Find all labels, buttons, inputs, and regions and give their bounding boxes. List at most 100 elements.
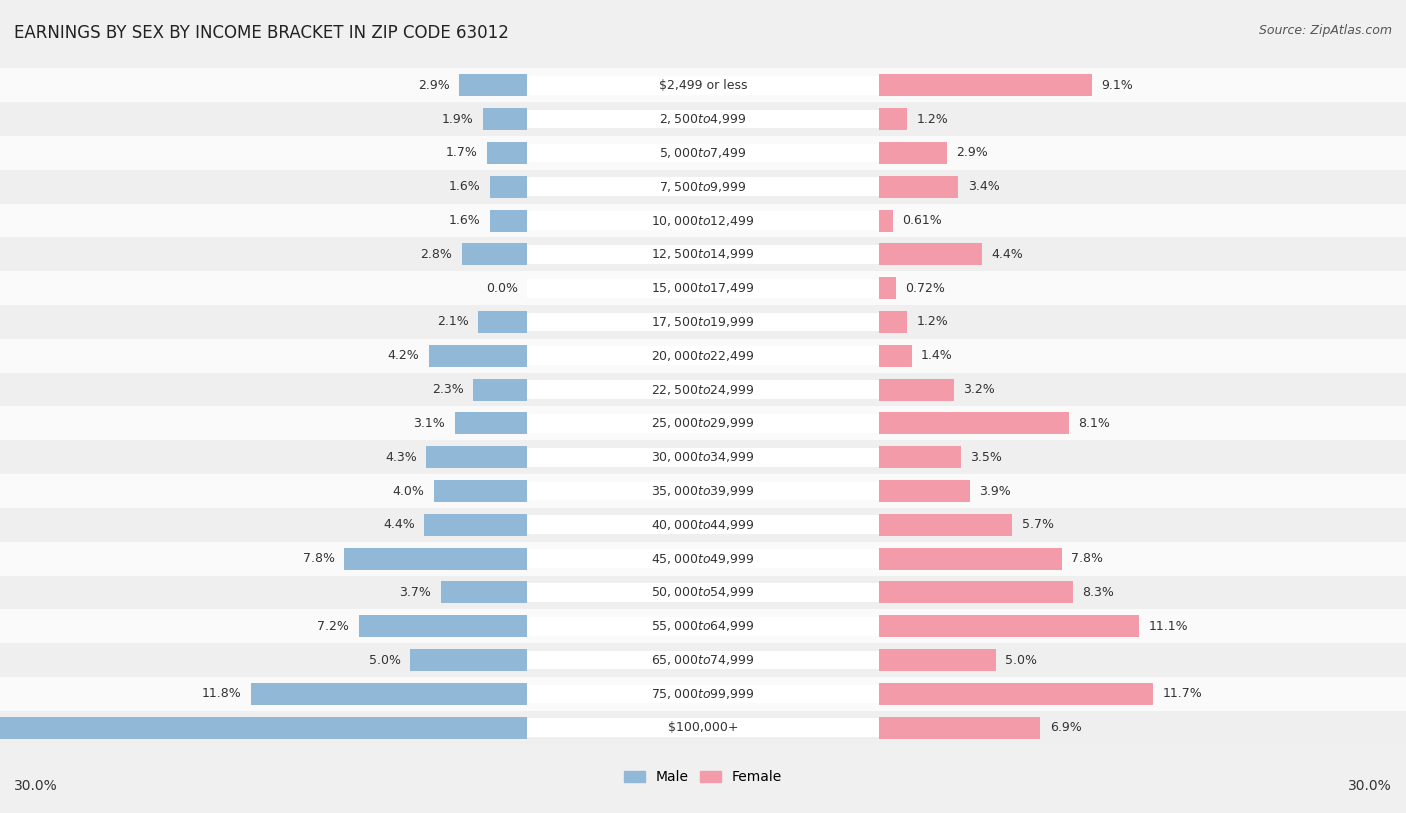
Text: $25,000 to $29,999: $25,000 to $29,999 (651, 416, 755, 430)
Bar (527, 685, 879, 703)
Text: 1.6%: 1.6% (449, 214, 481, 227)
Text: $55,000 to $64,999: $55,000 to $64,999 (651, 620, 755, 633)
Bar (0, 372, 1406, 406)
Bar (527, 76, 879, 94)
Bar (527, 144, 879, 163)
Bar (527, 583, 879, 602)
Bar (0, 576, 1406, 610)
Text: EARNINGS BY SEX BY INCOME BRACKET IN ZIP CODE 63012: EARNINGS BY SEX BY INCOME BRACKET IN ZIP… (14, 24, 509, 42)
Text: 11.1%: 11.1% (1149, 620, 1188, 633)
Bar (474, 379, 527, 401)
Bar (0, 339, 1406, 372)
Text: 8.1%: 8.1% (1078, 417, 1109, 430)
Text: 11.7%: 11.7% (1163, 687, 1202, 700)
Bar (0, 643, 1406, 677)
Bar (527, 414, 879, 433)
Bar (879, 717, 1040, 739)
Bar (879, 649, 995, 671)
Text: $45,000 to $49,999: $45,000 to $49,999 (651, 552, 755, 566)
Bar (879, 446, 960, 468)
Text: 1.2%: 1.2% (917, 315, 948, 328)
Text: Source: ZipAtlas.com: Source: ZipAtlas.com (1258, 24, 1392, 37)
Bar (0, 677, 1406, 711)
Bar (454, 412, 527, 434)
Bar (426, 446, 527, 468)
Bar (0, 610, 1406, 643)
Bar (527, 313, 879, 332)
Bar (527, 177, 879, 196)
Text: $65,000 to $74,999: $65,000 to $74,999 (651, 653, 755, 667)
Bar (879, 142, 946, 164)
Bar (879, 514, 1012, 536)
Bar (0, 272, 1406, 305)
Bar (527, 617, 879, 636)
Text: 4.0%: 4.0% (392, 485, 425, 498)
Bar (0, 406, 1406, 441)
Text: $2,500 to $4,999: $2,500 to $4,999 (659, 112, 747, 126)
Text: 5.7%: 5.7% (1022, 519, 1053, 532)
Bar (0, 441, 1406, 474)
Bar (879, 581, 1073, 603)
Text: 0.61%: 0.61% (903, 214, 942, 227)
Text: 4.2%: 4.2% (388, 350, 419, 363)
Text: $40,000 to $44,999: $40,000 to $44,999 (651, 518, 755, 532)
Legend: Male, Female: Male, Female (619, 765, 787, 789)
Text: 1.7%: 1.7% (446, 146, 478, 159)
Text: $22,500 to $24,999: $22,500 to $24,999 (651, 383, 755, 397)
Bar (879, 379, 953, 401)
Text: 7.8%: 7.8% (304, 552, 335, 565)
Bar (527, 380, 879, 399)
Bar (250, 683, 527, 705)
Bar (879, 412, 1069, 434)
Bar (0, 508, 1406, 541)
Bar (879, 74, 1092, 96)
Bar (527, 481, 879, 500)
Bar (482, 108, 527, 130)
Text: 0.0%: 0.0% (486, 281, 517, 294)
Text: 1.2%: 1.2% (917, 113, 948, 126)
Text: 4.4%: 4.4% (991, 248, 1024, 261)
Bar (879, 243, 981, 265)
Bar (0, 102, 1406, 136)
Bar (879, 108, 907, 130)
Bar (527, 515, 879, 534)
Text: 5.0%: 5.0% (1005, 654, 1038, 667)
Bar (461, 243, 527, 265)
Text: $35,000 to $39,999: $35,000 to $39,999 (651, 484, 755, 498)
Bar (0, 711, 1406, 745)
Text: 3.4%: 3.4% (967, 180, 1000, 193)
Text: 2.3%: 2.3% (432, 383, 464, 396)
Text: 9.1%: 9.1% (1101, 79, 1133, 92)
Bar (527, 110, 879, 128)
Bar (527, 346, 879, 365)
Text: 2.8%: 2.8% (420, 248, 453, 261)
Bar (527, 279, 879, 298)
Bar (879, 615, 1139, 637)
Text: 1.9%: 1.9% (441, 113, 474, 126)
Text: 2.9%: 2.9% (956, 146, 988, 159)
Bar (527, 448, 879, 467)
Text: 1.6%: 1.6% (449, 180, 481, 193)
Text: 30.0%: 30.0% (1348, 779, 1392, 793)
Bar (527, 550, 879, 568)
Bar (879, 480, 970, 502)
Bar (460, 74, 527, 96)
Text: $10,000 to $12,499: $10,000 to $12,499 (651, 214, 755, 228)
Text: 5.0%: 5.0% (368, 654, 401, 667)
Text: $75,000 to $99,999: $75,000 to $99,999 (651, 687, 755, 701)
Bar (879, 683, 1153, 705)
Text: $50,000 to $54,999: $50,000 to $54,999 (651, 585, 755, 599)
Bar (359, 615, 527, 637)
Text: 3.1%: 3.1% (413, 417, 446, 430)
Text: $5,000 to $7,499: $5,000 to $7,499 (659, 146, 747, 160)
Bar (489, 176, 527, 198)
Text: 3.7%: 3.7% (399, 586, 432, 599)
Bar (879, 311, 907, 333)
Text: 1.4%: 1.4% (921, 350, 953, 363)
Bar (0, 474, 1406, 508)
Bar (411, 649, 527, 671)
Text: 3.9%: 3.9% (980, 485, 1011, 498)
Bar (489, 210, 527, 232)
Bar (527, 245, 879, 263)
Bar (478, 311, 527, 333)
